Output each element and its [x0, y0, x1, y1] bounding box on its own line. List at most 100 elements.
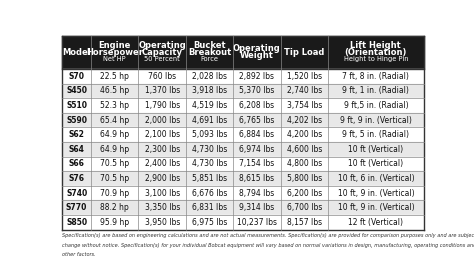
Text: 65.4 hp: 65.4 hp — [100, 116, 129, 124]
Text: 70.9 hp: 70.9 hp — [100, 189, 129, 198]
Bar — [233, 142, 281, 157]
Text: 10,237 lbs: 10,237 lbs — [237, 218, 277, 227]
Bar — [91, 83, 138, 98]
Bar — [186, 83, 233, 98]
Text: 3,100 lbs: 3,100 lbs — [145, 189, 180, 198]
Bar — [186, 200, 233, 215]
Text: 4,800 lbs: 4,800 lbs — [287, 159, 322, 169]
Bar — [62, 127, 91, 142]
Bar — [62, 171, 91, 186]
Text: 4,691 lbs: 4,691 lbs — [192, 116, 227, 124]
Bar — [281, 83, 328, 98]
Bar — [233, 36, 281, 69]
Text: Operating: Operating — [138, 41, 186, 50]
Text: 4,730 lbs: 4,730 lbs — [192, 145, 227, 154]
Bar — [91, 36, 138, 69]
Text: 4,200 lbs: 4,200 lbs — [287, 130, 322, 139]
Text: S62: S62 — [69, 130, 84, 139]
Bar — [233, 200, 281, 215]
Bar — [138, 186, 186, 200]
Text: 8,615 lbs: 8,615 lbs — [239, 174, 274, 183]
Text: 70.5 hp: 70.5 hp — [100, 159, 129, 169]
Bar — [91, 98, 138, 113]
Text: Weight: Weight — [240, 51, 274, 60]
Text: 3,950 lbs: 3,950 lbs — [145, 218, 180, 227]
Bar — [62, 98, 91, 113]
Text: 7,154 lbs: 7,154 lbs — [239, 159, 274, 169]
Bar — [91, 200, 138, 215]
Bar — [281, 200, 328, 215]
Bar — [62, 113, 91, 127]
Text: S450: S450 — [66, 86, 87, 95]
Bar — [186, 186, 233, 200]
Text: 1,520 lbs: 1,520 lbs — [287, 72, 322, 81]
Text: 64.9 hp: 64.9 hp — [100, 130, 129, 139]
Bar — [186, 36, 233, 69]
Text: 2,400 lbs: 2,400 lbs — [145, 159, 180, 169]
Bar — [91, 113, 138, 127]
Text: 5,851 lbs: 5,851 lbs — [192, 174, 227, 183]
Bar — [138, 215, 186, 230]
Bar — [233, 171, 281, 186]
Bar — [62, 215, 91, 230]
Bar — [186, 171, 233, 186]
Bar — [91, 171, 138, 186]
Bar — [138, 69, 186, 83]
Text: 2,000 lbs: 2,000 lbs — [145, 116, 180, 124]
Text: Force: Force — [201, 56, 219, 62]
Bar — [233, 186, 281, 200]
Bar — [233, 69, 281, 83]
Text: Specification(s) are based on engineering calculations and are not actual measur: Specification(s) are based on engineerin… — [62, 234, 474, 239]
Text: 4,519 lbs: 4,519 lbs — [192, 101, 227, 110]
Text: 1,790 lbs: 1,790 lbs — [145, 101, 180, 110]
Text: 8,794 lbs: 8,794 lbs — [239, 189, 274, 198]
Text: S66: S66 — [69, 159, 84, 169]
Text: 6,676 lbs: 6,676 lbs — [192, 189, 227, 198]
Text: Tip Load: Tip Load — [284, 48, 325, 57]
Bar — [138, 98, 186, 113]
Bar — [138, 142, 186, 157]
Bar — [328, 36, 424, 69]
Bar — [91, 142, 138, 157]
Text: S510: S510 — [66, 101, 87, 110]
Bar — [328, 127, 424, 142]
Text: 6,831 lbs: 6,831 lbs — [192, 203, 227, 212]
Bar — [281, 215, 328, 230]
Bar — [281, 171, 328, 186]
Bar — [186, 113, 233, 127]
Bar — [281, 98, 328, 113]
Bar — [91, 215, 138, 230]
Bar — [62, 83, 91, 98]
Bar — [281, 69, 328, 83]
Text: Breakout: Breakout — [188, 48, 231, 57]
Text: 9 ft, 5 in. (Radial): 9 ft, 5 in. (Radial) — [342, 130, 410, 139]
Bar — [281, 127, 328, 142]
Text: other factors.: other factors. — [62, 252, 96, 257]
Text: S76: S76 — [69, 174, 85, 183]
Text: 3,754 lbs: 3,754 lbs — [287, 101, 322, 110]
Bar — [328, 186, 424, 200]
Bar — [233, 98, 281, 113]
Text: 50 Percent: 50 Percent — [144, 56, 180, 62]
Bar — [328, 200, 424, 215]
Text: 2,892 lbs: 2,892 lbs — [239, 72, 274, 81]
Text: (Orientation): (Orientation) — [345, 48, 407, 57]
Bar — [138, 157, 186, 171]
Text: 10 ft, 9 in. (Vertical): 10 ft, 9 in. (Vertical) — [337, 203, 414, 212]
Bar — [328, 113, 424, 127]
Text: S70: S70 — [69, 72, 85, 81]
Bar — [233, 113, 281, 127]
Bar — [281, 157, 328, 171]
Bar — [62, 142, 91, 157]
Bar — [186, 127, 233, 142]
Bar — [233, 83, 281, 98]
Text: S850: S850 — [66, 218, 87, 227]
Text: 6,975 lbs: 6,975 lbs — [192, 218, 227, 227]
Text: 46.5 hp: 46.5 hp — [100, 86, 129, 95]
Text: 2,028 lbs: 2,028 lbs — [192, 72, 227, 81]
Text: 1,370 lbs: 1,370 lbs — [145, 86, 180, 95]
Text: S740: S740 — [66, 189, 87, 198]
Text: Engine: Engine — [99, 41, 131, 50]
Text: 9 ft, 1 in. (Radial): 9 ft, 1 in. (Radial) — [342, 86, 410, 95]
Bar — [233, 215, 281, 230]
